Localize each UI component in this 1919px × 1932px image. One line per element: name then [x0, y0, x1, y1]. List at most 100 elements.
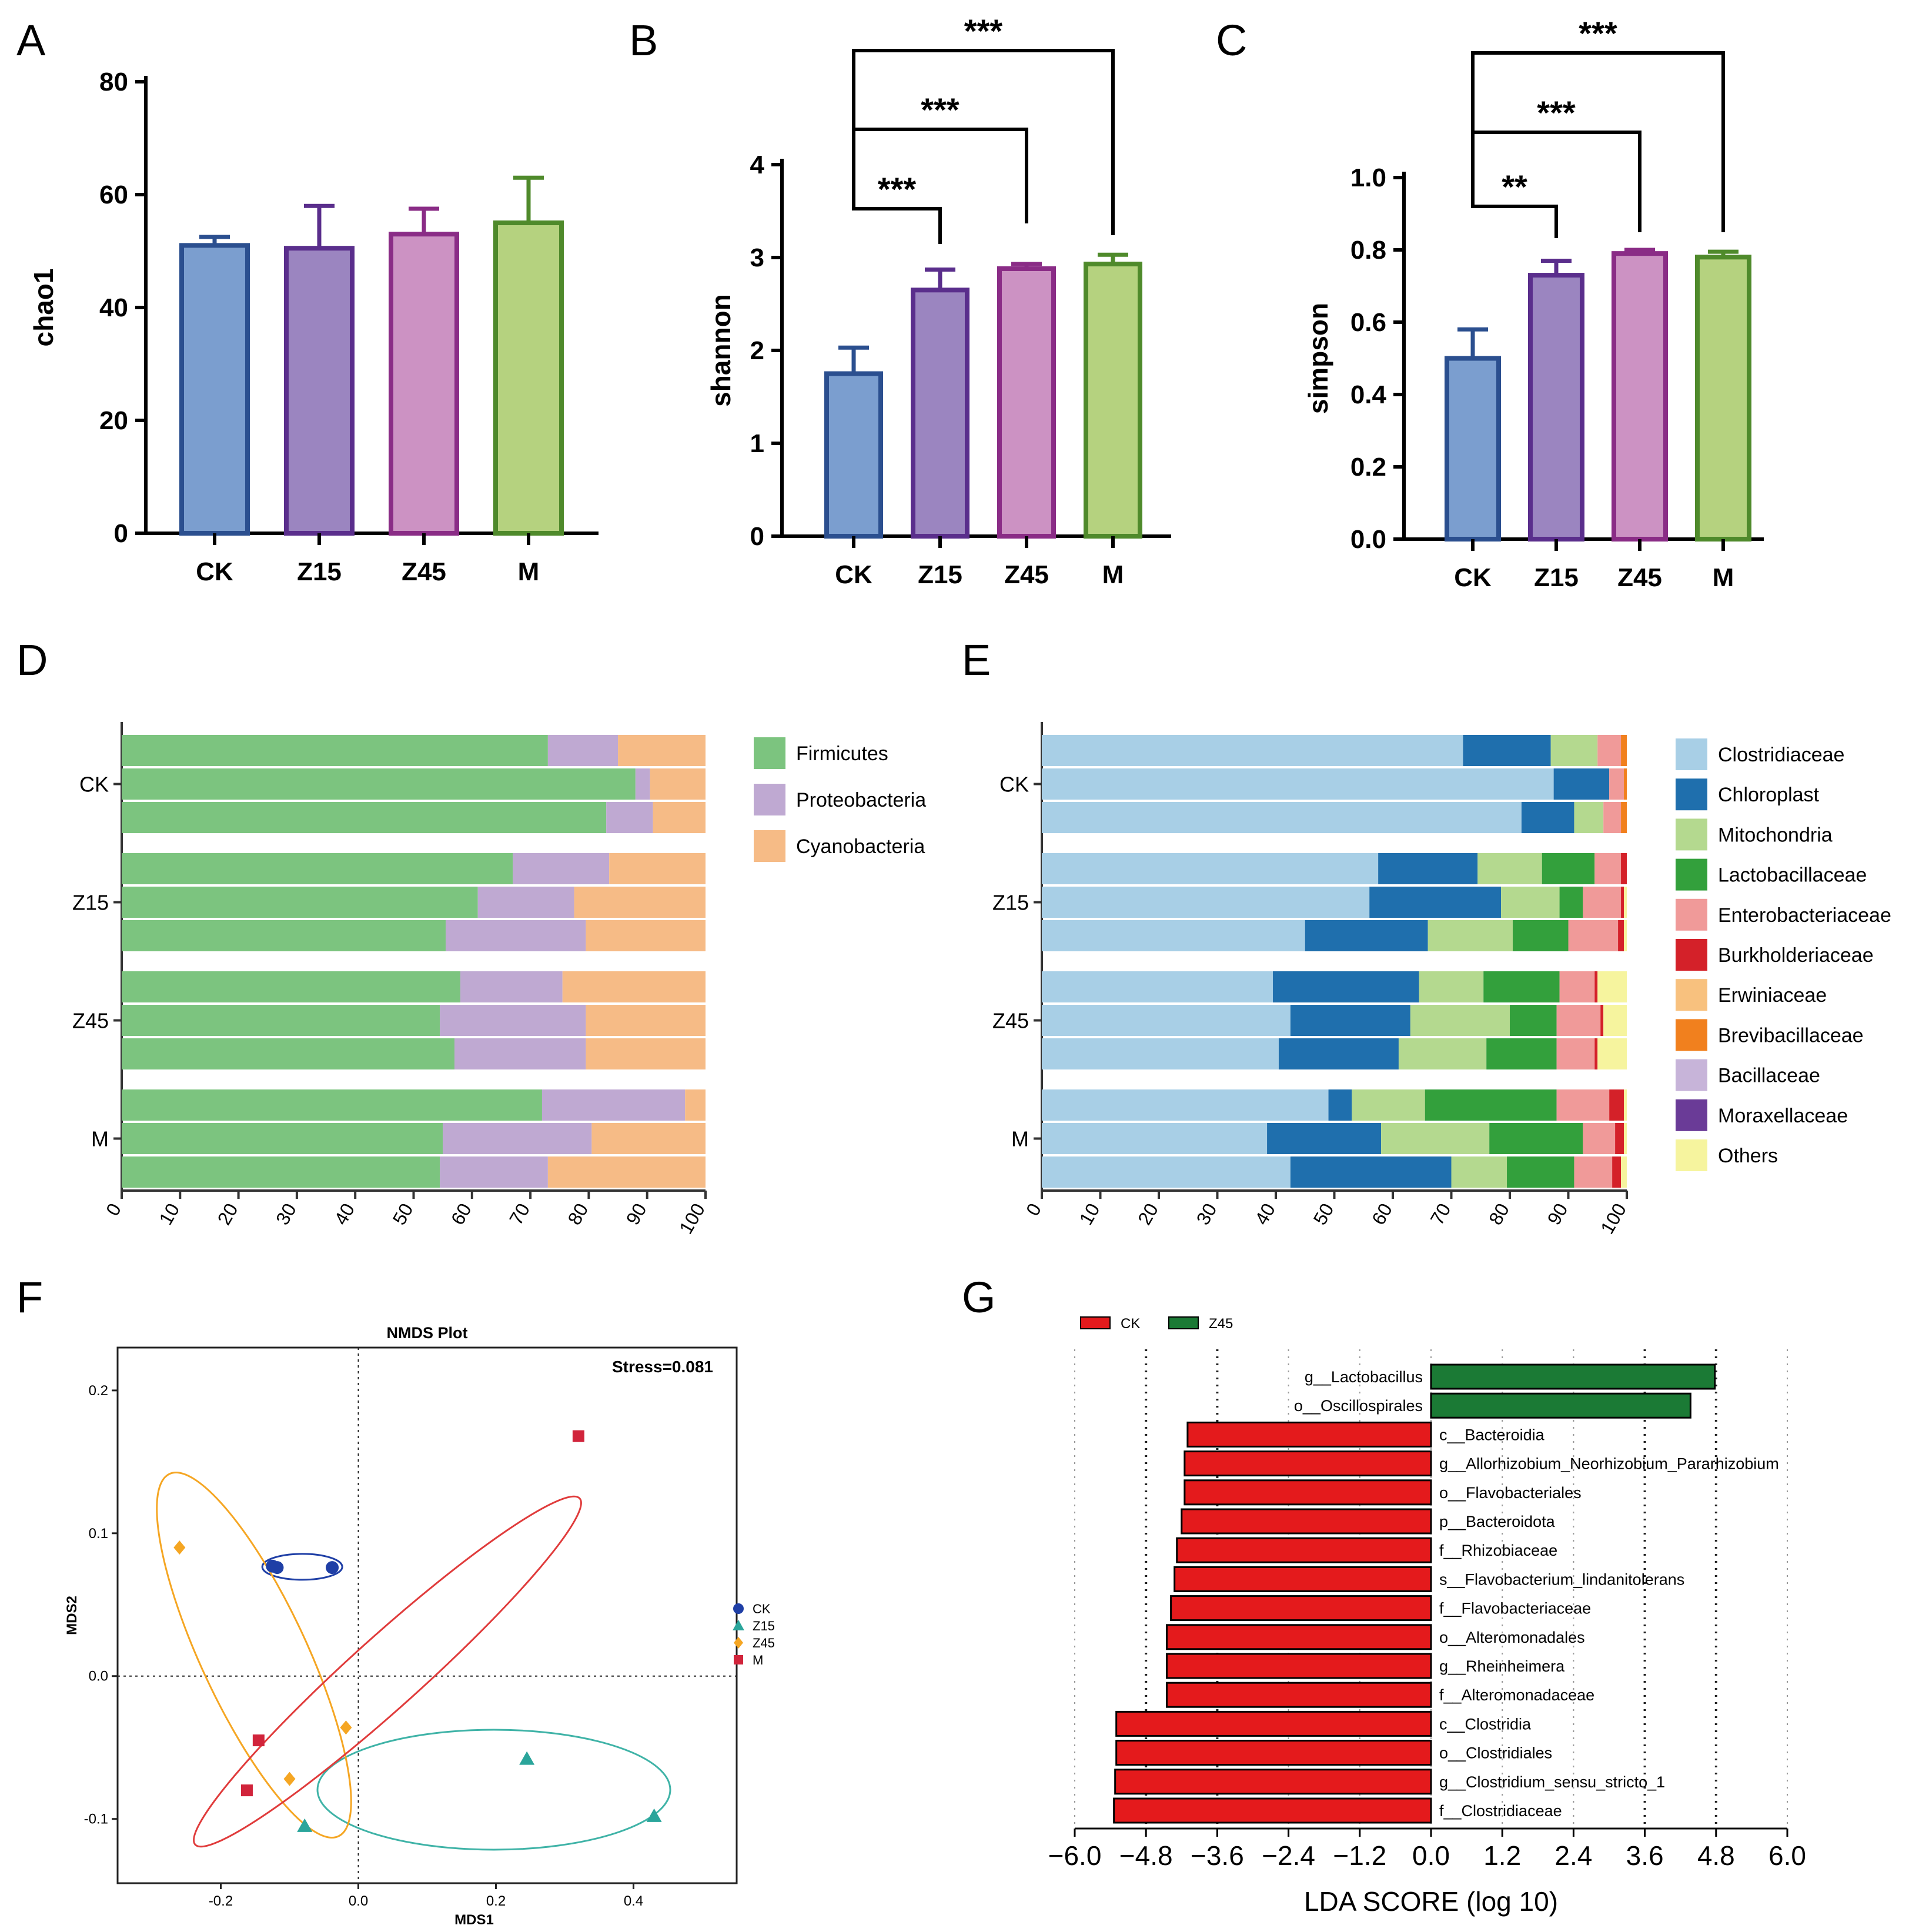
x-tick-label: 60: [447, 1200, 476, 1229]
legend-label-brevibacillaceae: Brevibacillaceae: [1718, 1024, 1864, 1047]
bar-segment-burkholderiaceae: [1609, 1089, 1624, 1121]
bar-segment-mitochondria: [1550, 735, 1598, 766]
legend-swatch-chloroplast: [1676, 778, 1707, 811]
bar-segment-cyanobacteria: [618, 735, 706, 766]
x-tick-label: −3.6: [1191, 1840, 1244, 1871]
group-label-CK: CK: [999, 773, 1029, 797]
lda-bar-label: c__Clostridia: [1439, 1715, 1532, 1733]
x-tick-label: 90: [622, 1200, 651, 1229]
bar-segment-enterobacteriaceae: [1609, 768, 1624, 800]
bar-segment-proteobacteria: [440, 1005, 586, 1036]
lda-bar-label: g__Lactobacillus: [1305, 1368, 1423, 1386]
legend-marker-Z45: [734, 1637, 743, 1649]
panel-letter-b: B: [629, 16, 658, 65]
x-axis-title: LDA SCORE (log 10): [1304, 1886, 1558, 1917]
x-tick-label: 10: [155, 1200, 183, 1229]
bar-segment-enterobacteriaceae: [1559, 971, 1595, 1002]
legend-swatch-clostridiaceae: [1676, 738, 1707, 770]
bar-segment-chloroplast: [1305, 920, 1428, 951]
legend-marker-M: [734, 1655, 743, 1664]
legend-swatch-bacillaceae: [1676, 1059, 1707, 1091]
bar-segment-proteobacteria: [547, 735, 619, 766]
bar-segment-others: [1597, 1038, 1627, 1069]
group-label-M: M: [91, 1127, 109, 1151]
bar-segment-mitochondria: [1427, 920, 1513, 951]
bar-segment-mitochondria: [1352, 1089, 1425, 1121]
bar-segment-cyanobacteria: [685, 1089, 706, 1121]
x-tick-label: 30: [1192, 1200, 1221, 1229]
x-tick-label: 100: [675, 1200, 709, 1238]
group-label-Z45: Z45: [992, 1009, 1029, 1033]
bar-segment-clostridiaceae: [1042, 735, 1463, 766]
bar-segment-enterobacteriaceae: [1594, 853, 1622, 884]
y-tick-label: 1: [750, 429, 764, 458]
legend-label-moraxellaceae: Moraxellaceae: [1718, 1105, 1848, 1127]
significance-label: ***: [964, 12, 1003, 49]
bar-segment-firmicutes: [122, 1156, 440, 1188]
bar-segment-enterobacteriaceae: [1568, 920, 1619, 951]
bar-segment-others: [1621, 1156, 1627, 1188]
y-tick-label: 80: [99, 68, 128, 96]
significance-bracket: [1471, 51, 1725, 232]
legend-marker-CK: [733, 1603, 744, 1614]
lda-bar-Z45: [1430, 1363, 1716, 1390]
bar-segment-cyanobacteria: [586, 1005, 706, 1036]
legend-label-CK: CK: [1121, 1316, 1140, 1332]
y-tick-label: 0.8: [1350, 236, 1386, 265]
x-tick-label: 4.8: [1697, 1840, 1735, 1871]
lda-bar-CK: [1170, 1595, 1432, 1622]
bar-segment-brevibacillaceae: [1621, 802, 1627, 833]
bar-segment-mitochondria: [1398, 1038, 1487, 1069]
significance-label: ***: [1579, 15, 1617, 52]
legend-swatch-lactobacillaceae: [1676, 858, 1707, 891]
bar-segment-chloroplast: [1328, 1089, 1352, 1121]
bar-Z45: [997, 266, 1056, 539]
ellipse-Z45: [156, 1472, 352, 1839]
bar-CK: [1445, 356, 1501, 542]
bar-segment-clostridiaceae: [1042, 920, 1305, 951]
bar-segment-lactobacillaceae: [1542, 853, 1595, 884]
x-tick-label: 80: [1485, 1200, 1513, 1229]
significance-label: **: [1502, 168, 1527, 205]
bar-segment-mitochondria: [1381, 1123, 1490, 1154]
point-M: [572, 1430, 584, 1442]
x-tick-label-CK: CK: [835, 560, 872, 589]
significance-bracket: [852, 49, 1115, 235]
x-tick-label: −1.2: [1333, 1840, 1386, 1871]
bar-segment-chloroplast: [1463, 735, 1551, 766]
bar-segment-clostridiaceae: [1042, 802, 1522, 833]
legend-swatch-others: [1676, 1139, 1707, 1171]
plot-title: NMDS Plot: [387, 1324, 468, 1342]
panel-g-lda-chart: −6.0 −4.8 −3.6 −2.4 −1.2 0.0 1.2 2.4 3.6 4.8 6.0 LD…: [1048, 1316, 1806, 1917]
x-tick-label: 70: [505, 1200, 534, 1229]
y-tick-label: 60: [99, 181, 128, 209]
x-tick-label: 2.4: [1554, 1840, 1592, 1871]
bar-segment-proteobacteria: [635, 768, 650, 800]
legend-label-erwiniaceae: Erwiniaceae: [1718, 984, 1827, 1007]
bar-Z45: [1612, 251, 1668, 542]
ellipse-CK: [261, 1553, 343, 1581]
bar-segment-firmicutes: [122, 1038, 455, 1069]
legend-label-Z45: Z45: [1209, 1316, 1233, 1332]
bar-segment-proteobacteria: [606, 802, 653, 833]
y-tick-label: 4: [750, 151, 765, 179]
x-tick-label: 30: [272, 1200, 300, 1229]
group-label-Z15: Z15: [72, 891, 109, 915]
x-tick-label-Z45: Z45: [1004, 560, 1049, 589]
lda-bar-CK: [1114, 1769, 1432, 1795]
bar-segment-mitochondria: [1574, 802, 1604, 833]
bar-segment-chloroplast: [1290, 1156, 1452, 1188]
bar-segment-cyanobacteria: [650, 768, 706, 800]
x-tick-label: −2.4: [1262, 1840, 1315, 1871]
legend-swatch-cyanobacteria: [754, 830, 785, 862]
x-tick-label: 50: [389, 1200, 417, 1229]
legend-swatch-erwiniaceae: [1676, 979, 1707, 1011]
bar-CK: [179, 243, 250, 536]
bar-segment-enterobacteriaceae: [1603, 802, 1622, 833]
x-tick-label: 6.0: [1768, 1840, 1806, 1871]
lda-bar-CK: [1184, 1450, 1432, 1477]
y-tick-label: 0.2: [1350, 453, 1386, 482]
x-tick-label: 60: [1368, 1200, 1396, 1229]
